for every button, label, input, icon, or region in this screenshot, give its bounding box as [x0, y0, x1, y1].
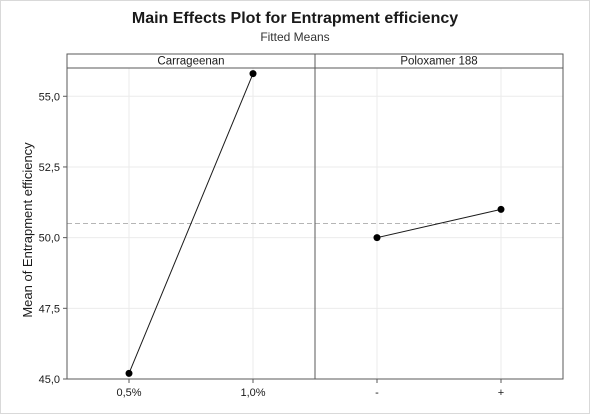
panel-label: Poloxamer 188	[400, 56, 477, 68]
y-tick-label: 45,0	[39, 374, 60, 386]
data-point	[125, 369, 133, 377]
data-point	[497, 205, 505, 213]
y-tick-label: 55,0	[39, 91, 60, 103]
y-axis-label: Mean of Entrapment efficiency	[20, 142, 35, 318]
effect-line	[376, 208, 502, 239]
x-tick-label: 1,0%	[240, 387, 265, 399]
x-tick-label: 0,5%	[116, 387, 141, 399]
x-tick-label: -	[375, 387, 379, 399]
effect-line	[128, 73, 254, 374]
data-point	[249, 70, 257, 78]
chart-title: Main Effects Plot for Entrapment efficie…	[131, 10, 459, 27]
y-tick-label: 52,5	[39, 162, 60, 174]
panel-label: Carrageenan	[157, 56, 224, 68]
y-tick-label: 47,5	[39, 303, 60, 315]
data-point	[373, 234, 381, 242]
chart-subtitle: Fitted Means	[260, 30, 330, 44]
x-tick-label: +	[498, 387, 504, 399]
y-tick-label: 50,0	[39, 233, 60, 245]
